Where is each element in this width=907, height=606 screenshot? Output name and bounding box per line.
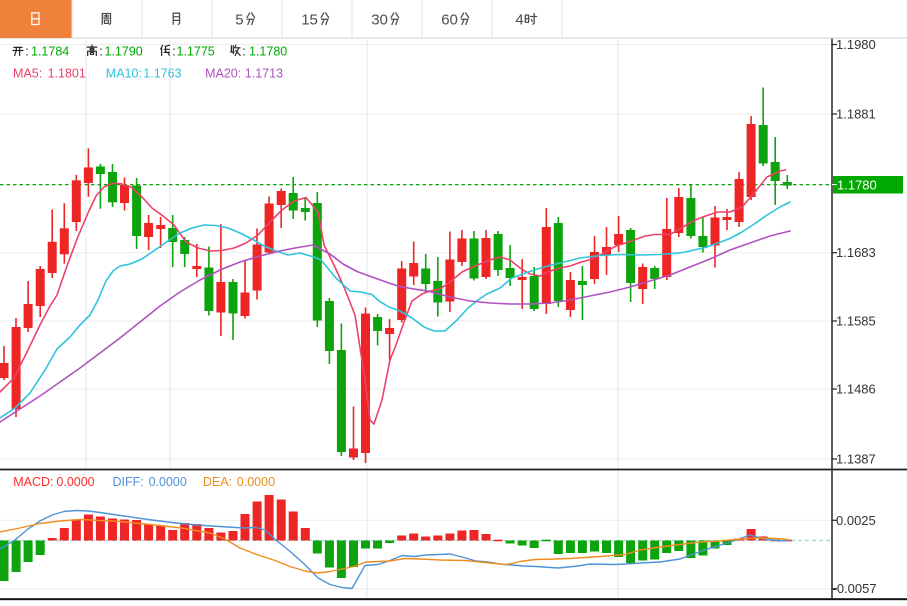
svg-text:15: 15 <box>301 12 318 29</box>
svg-text::: : <box>242 45 245 59</box>
svg-text:1.1784: 1.1784 <box>31 45 69 59</box>
svg-text:30: 30 <box>371 12 388 29</box>
svg-text:1.1683: 1.1683 <box>836 245 876 260</box>
svg-text:0.0025: 0.0025 <box>836 513 876 528</box>
svg-text:MA10:: MA10: <box>106 67 142 81</box>
svg-text:-0.0057: -0.0057 <box>833 581 877 596</box>
svg-text:60: 60 <box>441 12 458 29</box>
svg-text:DEA:: DEA: <box>203 475 232 489</box>
svg-text:1.1780: 1.1780 <box>837 178 877 193</box>
svg-text:1.1763: 1.1763 <box>143 67 181 81</box>
svg-text:MA20:: MA20: <box>205 67 241 81</box>
svg-text:5: 5 <box>235 12 243 29</box>
svg-text:1.1881: 1.1881 <box>836 107 876 122</box>
svg-text:MA5:: MA5: <box>13 67 42 81</box>
svg-text:0.0000: 0.0000 <box>56 475 94 489</box>
svg-text:1.1486: 1.1486 <box>836 382 876 397</box>
svg-text:0.0000: 0.0000 <box>149 475 187 489</box>
svg-text:1.1775: 1.1775 <box>177 45 215 59</box>
svg-text:0.0000: 0.0000 <box>237 475 275 489</box>
svg-text::: : <box>172 45 175 59</box>
svg-text:1.1387: 1.1387 <box>836 452 876 467</box>
svg-text:1.1801: 1.1801 <box>48 67 86 81</box>
svg-text:DIFF:: DIFF: <box>113 475 144 489</box>
svg-text:1.1585: 1.1585 <box>836 314 876 329</box>
svg-text:1.1713: 1.1713 <box>245 67 283 81</box>
svg-text:1.1790: 1.1790 <box>105 45 143 59</box>
svg-text:4: 4 <box>515 12 523 29</box>
svg-text::: : <box>25 45 28 59</box>
svg-text:1.1980: 1.1980 <box>836 37 876 52</box>
svg-text:MACD:: MACD: <box>13 475 53 489</box>
svg-text:1.1780: 1.1780 <box>249 45 287 59</box>
svg-text::: : <box>99 45 102 59</box>
